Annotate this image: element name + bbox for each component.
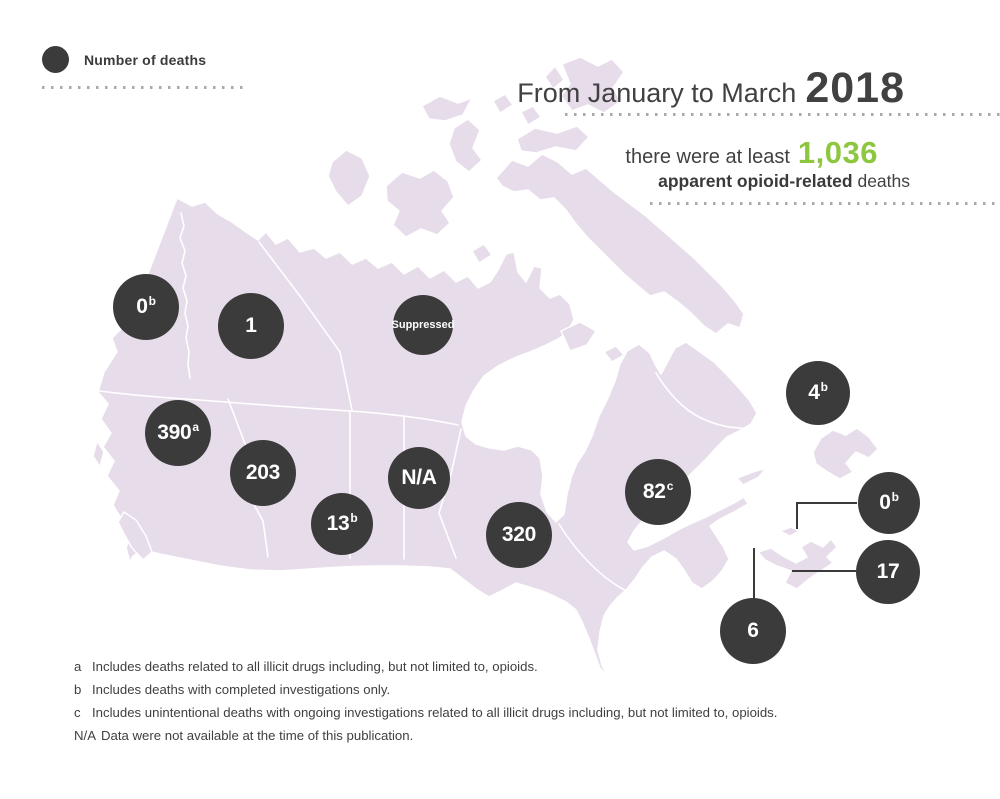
- marker-manitoba: N/A: [388, 447, 450, 509]
- legend: Number of deaths: [42, 46, 206, 73]
- title-prefix: From January to March: [517, 78, 797, 108]
- footnote-a: a Includes deaths related to all illicit…: [74, 659, 538, 674]
- marker-british-columbia: 390 a: [145, 400, 211, 466]
- headline-deaths-bold: apparent opioid-related: [658, 171, 853, 191]
- map-somerset-island: [448, 118, 483, 173]
- border-ontario-quebec: [558, 523, 672, 600]
- headline-count-line: there were at least 1,036: [625, 135, 878, 171]
- marker-nova-scotia: 17: [856, 540, 920, 604]
- map-southampton-island: [560, 321, 597, 352]
- header-dotted-divider-top: [565, 113, 1000, 116]
- border-yukon-nwt: [179, 212, 191, 379]
- marker-ontario: 320: [486, 502, 552, 568]
- map-ellesmere-island: [560, 56, 625, 114]
- map-newfoundland-island: [812, 427, 879, 480]
- headline-count-value: 1,036: [797, 135, 878, 170]
- map-haida-gwaii: [92, 440, 105, 468]
- map-bathurst-island: [492, 93, 514, 114]
- map-banks-island: [327, 149, 371, 207]
- border-60th-parallel: [98, 390, 459, 426]
- marker-northwest-territories: 1: [218, 293, 284, 359]
- headline-deaths-rest: deaths: [852, 171, 910, 191]
- map-victoria-island: [385, 169, 455, 238]
- map-cornwallis-island: [520, 105, 542, 126]
- marker-saskatchewan: 13 b: [311, 493, 373, 555]
- legend-label: Number of deaths: [84, 51, 207, 68]
- footnotes: a Includes deaths related to all illicit…: [74, 655, 777, 747]
- border-quebec-labrador: [655, 372, 743, 429]
- marker-alberta: 203: [230, 440, 296, 506]
- leader-line-pei: [796, 502, 857, 529]
- map-devon-island: [516, 125, 590, 154]
- footnote-b: b Includes deaths with completed investi…: [74, 682, 391, 697]
- border-nwt-nunavut: [258, 241, 353, 411]
- title-year: 2018: [805, 64, 905, 112]
- legend-dotted-divider: [42, 86, 248, 89]
- map-melville-island: [421, 95, 473, 122]
- map-nova-scotia: [757, 538, 838, 590]
- map-king-william-island: [471, 243, 493, 264]
- map-vancouver-island: [117, 511, 153, 561]
- footnote-c: c Includes unintentional deaths with ong…: [74, 705, 778, 720]
- marker-quebec: 82 c: [625, 459, 691, 525]
- marker-nunavut: Suppressed: [392, 295, 454, 355]
- map-baffin-island: [495, 153, 745, 335]
- map-pei-island: [779, 526, 800, 537]
- headline-deaths-line: apparent opioid-related deaths: [658, 171, 910, 192]
- map-anticosti-island: [736, 467, 767, 486]
- footnote-na: N/A Data were not available at the time …: [74, 728, 414, 743]
- map-axel-heiberg-island: [544, 65, 565, 90]
- map-coats-island: [603, 345, 625, 363]
- headline-count-prefix: there were at least: [625, 146, 790, 168]
- marker-new-brunswick: 6: [720, 598, 786, 664]
- header-dotted-divider-bottom: [650, 202, 1000, 205]
- title: From January to March 2018: [517, 64, 905, 113]
- legend-circle-icon: [42, 46, 69, 73]
